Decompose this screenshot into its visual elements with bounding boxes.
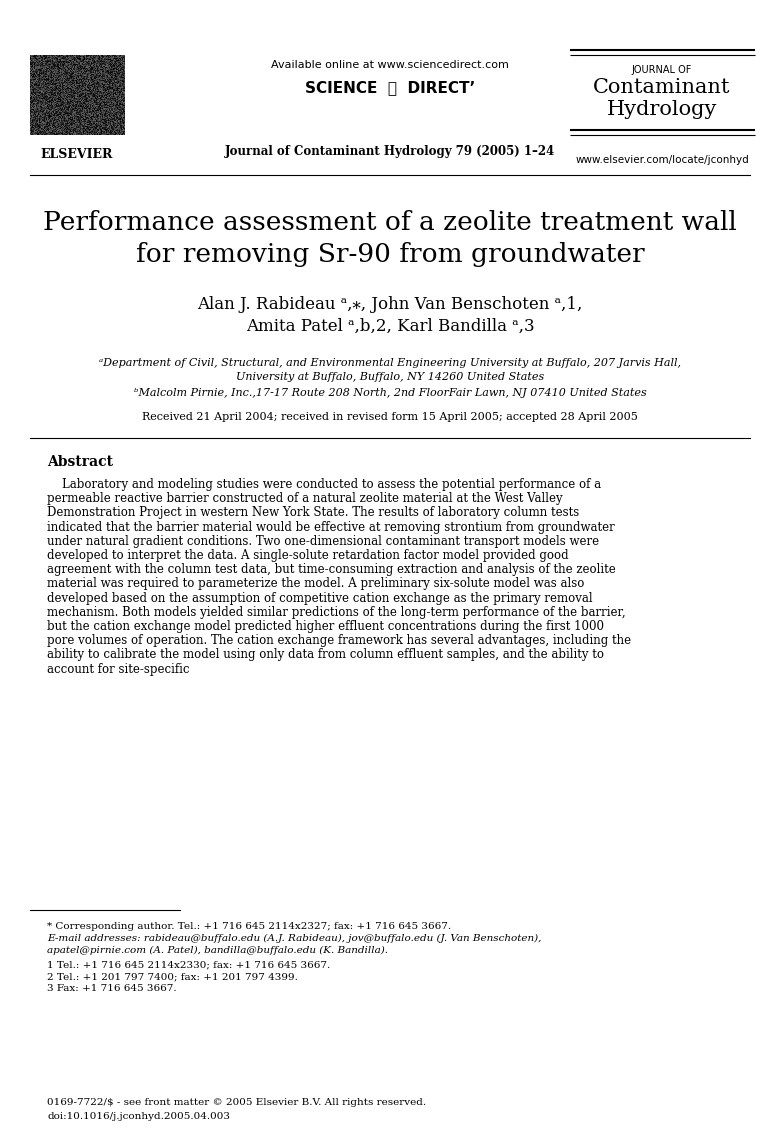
Text: apatel@pirnie.com (A. Patel), bandilla@buffalo.edu (K. Bandilla).: apatel@pirnie.com (A. Patel), bandilla@b… bbox=[47, 946, 388, 955]
Text: 3 Fax: +1 716 645 3667.: 3 Fax: +1 716 645 3667. bbox=[47, 983, 176, 993]
Text: Performance assessment of a zeolite treatment wall: Performance assessment of a zeolite trea… bbox=[43, 210, 737, 235]
Text: agreement with the column test data, but time-consuming extraction and analysis : agreement with the column test data, but… bbox=[47, 563, 615, 577]
Text: doi:10.1016/j.jconhyd.2005.04.003: doi:10.1016/j.jconhyd.2005.04.003 bbox=[47, 1111, 230, 1121]
Text: developed to interpret the data. A single-solute retardation factor model provid: developed to interpret the data. A singl… bbox=[47, 550, 569, 562]
Text: pore volumes of operation. The cation exchange framework has several advantages,: pore volumes of operation. The cation ex… bbox=[47, 634, 631, 647]
Text: permeable reactive barrier constructed of a natural zeolite material at the West: permeable reactive barrier constructed o… bbox=[47, 492, 562, 505]
Text: 1 Tel.: +1 716 645 2114x2330; fax: +1 716 645 3667.: 1 Tel.: +1 716 645 2114x2330; fax: +1 71… bbox=[47, 960, 330, 969]
Text: account for site-specific: account for site-specific bbox=[47, 663, 190, 675]
Text: JOURNAL OF: JOURNAL OF bbox=[632, 65, 692, 75]
Text: www.elsevier.com/locate/jconhyd: www.elsevier.com/locate/jconhyd bbox=[575, 155, 749, 165]
Text: mechanism. Both models yielded similar predictions of the long-term performance : mechanism. Both models yielded similar p… bbox=[47, 606, 626, 619]
Text: 0169-7722/$ - see front matter © 2005 Elsevier B.V. All rights reserved.: 0169-7722/$ - see front matter © 2005 El… bbox=[47, 1098, 426, 1107]
Text: ᵃDepartment of Civil, Structural, and Environmental Engineering University at Bu: ᵃDepartment of Civil, Structural, and En… bbox=[99, 358, 681, 368]
Text: Demonstration Project in western New York State. The results of laboratory colum: Demonstration Project in western New Yor… bbox=[47, 506, 580, 519]
Text: under natural gradient conditions. Two one-dimensional contaminant transport mod: under natural gradient conditions. Two o… bbox=[47, 535, 599, 547]
Text: Contaminant: Contaminant bbox=[594, 78, 731, 97]
Text: Amita Patel ᵃ,b,2, Karl Bandilla ᵃ,3: Amita Patel ᵃ,b,2, Karl Bandilla ᵃ,3 bbox=[246, 318, 534, 335]
Text: Journal of Contaminant Hydrology 79 (2005) 1–24: Journal of Contaminant Hydrology 79 (200… bbox=[225, 145, 555, 157]
Text: for removing Sr-90 from groundwater: for removing Sr-90 from groundwater bbox=[136, 242, 644, 267]
Text: ELSEVIER: ELSEVIER bbox=[41, 148, 113, 161]
Text: 2 Tel.: +1 201 797 7400; fax: +1 201 797 4399.: 2 Tel.: +1 201 797 7400; fax: +1 201 797… bbox=[47, 972, 298, 981]
Text: Alan J. Rabideau ᵃ,⁎, John Van Benschoten ᵃ,1,: Alan J. Rabideau ᵃ,⁎, John Van Benschote… bbox=[197, 296, 583, 313]
Text: Hydrology: Hydrology bbox=[607, 100, 717, 119]
Text: Available online at www.sciencedirect.com: Available online at www.sciencedirect.co… bbox=[271, 60, 509, 70]
Text: developed based on the assumption of competitive cation exchange as the primary : developed based on the assumption of com… bbox=[47, 591, 593, 605]
Text: but the cation exchange model predicted higher effluent concentrations during th: but the cation exchange model predicted … bbox=[47, 620, 604, 633]
Text: Received 21 April 2004; received in revised form 15 April 2005; accepted 28 Apri: Received 21 April 2004; received in revi… bbox=[142, 412, 638, 421]
Text: ᵇMalcolm Pirnie, Inc.,17-17 Route 208 North, 2nd FloorFair Lawn, NJ 07410 United: ᵇMalcolm Pirnie, Inc.,17-17 Route 208 No… bbox=[133, 387, 647, 398]
Text: E-mail addresses: rabideau@buffalo.edu (A.J. Rabideau), jov@buffalo.edu (J. Van : E-mail addresses: rabideau@buffalo.edu (… bbox=[47, 934, 541, 943]
Text: material was required to parameterize the model. A preliminary six-solute model : material was required to parameterize th… bbox=[47, 578, 584, 590]
Text: SCIENCE  ⓐ  DIRECT’: SCIENCE ⓐ DIRECT’ bbox=[305, 80, 475, 95]
Text: Abstract: Abstract bbox=[47, 455, 113, 469]
Text: Laboratory and modeling studies were conducted to assess the potential performan: Laboratory and modeling studies were con… bbox=[47, 478, 601, 491]
Text: ability to calibrate the model using only data from column effluent samples, and: ability to calibrate the model using onl… bbox=[47, 648, 604, 662]
Text: * Corresponding author. Tel.: +1 716 645 2114x2327; fax: +1 716 645 3667.: * Corresponding author. Tel.: +1 716 645… bbox=[47, 922, 451, 931]
Text: University at Buffalo, Buffalo, NY 14260 United States: University at Buffalo, Buffalo, NY 14260… bbox=[236, 372, 544, 382]
Text: indicated that the barrier material would be effective at removing strontium fro: indicated that the barrier material woul… bbox=[47, 520, 615, 534]
